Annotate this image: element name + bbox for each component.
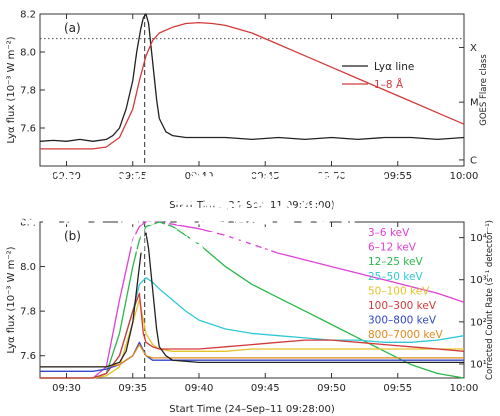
panel-a-ytick-label: 7.8 — [20, 86, 36, 97]
watermark-overlay: 问答咨询平台,科学知识问答题及答 案,答题小程序,百度知道合伙人, 生活小常识1… — [3, 171, 390, 257]
panel-b-y2tick-label: 10³ — [470, 275, 487, 286]
panel-a-series-ly-line — [39, 13, 465, 142]
panel-b-xlabel: Start Time (24–Sep–11 09:28:00) — [169, 404, 335, 415]
watermark-line-2: 案,答题小程序,百度知道合伙人, — [3, 199, 358, 228]
panel-a-y2tick-label: X — [470, 43, 477, 54]
panel-a-ytick-label: 8.2 — [20, 10, 36, 21]
panel-a-xtick-label: 09:30 — [52, 171, 81, 182]
panel-b-series — [40, 221, 465, 379]
panel-b-y2label: Corrected Count Rate (s⁻¹ detector⁻¹) — [485, 220, 495, 380]
panel-a-ticks: 09:30 09:35 09:40 09:45 09:50 09:55 10:00 7.6 7.… — [20, 10, 479, 183]
panel-b-ytick-label: 8.0 — [20, 262, 36, 273]
watermark-line-3: 生活小常识100条问答 — [80, 227, 333, 256]
panel-a-xlabel: Start Time (24–Sep–11 09:28:00) — [169, 200, 335, 211]
panel-b-xtick-label: 09:40 — [185, 383, 214, 394]
panel-a-letter: (a) — [64, 21, 81, 35]
panel-a-ylabel: Lyα flux (10⁻³ W m⁻²) — [6, 36, 17, 143]
panel-b-series-100-300-kev — [40, 292, 465, 379]
panel-b-legend: 3–6 keV 6–12 keV 12–25 keV 25–50 keV 50–100 … — [368, 227, 444, 341]
legend-label-300-800-kev: 300–800 keV — [368, 315, 437, 327]
panel-b-ytick-label: 8.2 — [20, 218, 36, 229]
panel-b-xtick-label: 09:55 — [383, 383, 412, 394]
panel-a-y2tick-label: M — [470, 98, 479, 109]
watermark-line-1: 问答咨询平台,科学知识问答题及答 — [4, 171, 389, 200]
panel-b-letter: (b) — [64, 229, 81, 243]
legend-label-12-25-kev: 12–25 keV — [368, 256, 423, 268]
panel-b-ylabel: Lyα flux (10⁻³ W m⁻²) — [6, 246, 17, 353]
panel-a-xtick-label: 09:50 — [317, 171, 346, 182]
panel-b-xtick-label: 09:35 — [118, 383, 147, 394]
panel-b-series-800-7000-kev — [40, 343, 464, 368]
panel-b-ytick-label: 7.6 — [20, 351, 36, 362]
legend-label-6-12-kev: 6–12 keV — [368, 242, 417, 254]
panel-b-frame — [39, 221, 465, 379]
panel-a-xtick-label: 09:55 — [383, 171, 412, 182]
legend-label-100-300-kev: 100–300 keV — [368, 300, 437, 312]
panel-b-ticks: 09:30 09:35 09:40 09:45 09:50 09:55 10:00 7.6 7.… — [20, 218, 487, 395]
panel-b-xtick-label: 09:45 — [251, 383, 280, 394]
panel-b-series-50-100-kev — [40, 299, 464, 379]
panel-a-ytick-label: 8.0 — [20, 48, 36, 59]
panel-a-xtick-label: 10:00 — [450, 171, 479, 182]
panel-b-ytick-label: 7.8 — [20, 307, 36, 318]
panel-a-series — [39, 13, 465, 150]
panel-a-frame — [39, 13, 465, 167]
panel-b-y2tick-label: 10⁴ — [470, 233, 487, 244]
panel-b: 09:30 09:35 09:40 09:45 09:50 09:55 10:00 7.6 7.… — [6, 218, 495, 416]
panel-b-xtick-label: 09:50 — [317, 383, 346, 394]
panel-b-xtick-label: 10:00 — [450, 383, 479, 394]
panel-b-xtick-label: 09:30 — [52, 383, 81, 394]
panel-b-series-ly-line — [40, 232, 464, 368]
panel-b-y2tick-label: 10² — [470, 317, 487, 328]
legend-label-lya: Lyα line — [374, 61, 414, 73]
panel-a-xtick-label: 09:35 — [118, 171, 147, 182]
panel-a-legend: Lyα line 1–8 Å — [342, 61, 414, 91]
legend-label-1-8a: 1–8 Å — [374, 78, 404, 91]
legend-label-50-100-kev: 50–100 keV — [368, 285, 430, 297]
panel-a-xtick-label: 09:45 — [251, 171, 280, 182]
panel-a-ytick-label: 7.6 — [20, 124, 36, 135]
panel-a-series-1-8 — [40, 21, 465, 150]
panel-a-y2tick-label: C — [470, 155, 477, 166]
legend-label-800-7000-kev: 800–7000 keV — [368, 329, 444, 341]
panel-a-y2label: GOES Flare class — [479, 54, 489, 126]
panel-a-xtick-label: 09:40 — [185, 171, 214, 182]
panel-b-y2tick-label: 10¹ — [470, 359, 487, 370]
panel-a-reference-lines — [40, 14, 464, 166]
panel-b-series-6-12-kev — [40, 221, 465, 379]
legend-label-3-6-kev: 3–6 keV — [368, 227, 410, 239]
panel-a: 09:30 09:35 09:40 09:45 09:50 09:55 10:00 7.6 7.… — [6, 10, 489, 212]
legend-label-25-50-kev: 25–50 keV — [368, 271, 423, 283]
